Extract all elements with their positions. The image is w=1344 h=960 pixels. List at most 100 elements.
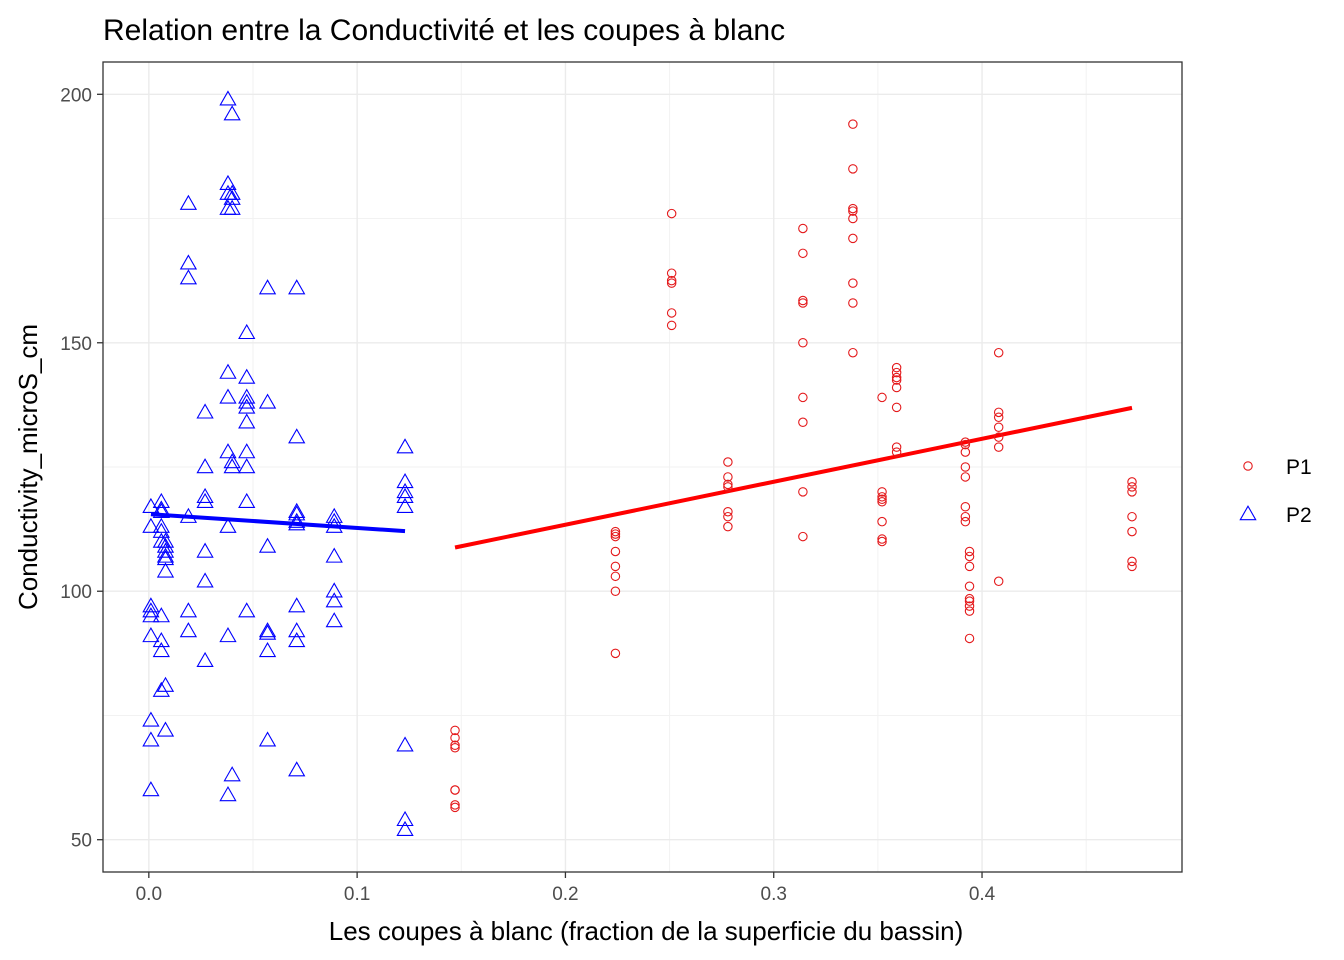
point-P2 [179, 254, 198, 270]
legend-key-P2 [1239, 505, 1257, 521]
point-P1 [666, 320, 677, 331]
point-P2 [156, 532, 175, 548]
legend-key-P1 [1243, 461, 1253, 471]
point-P1 [798, 295, 808, 306]
point-P2 [156, 547, 175, 563]
point-P1 [993, 442, 1004, 452]
point-P2 [179, 602, 198, 618]
point-P1 [848, 119, 858, 129]
point-P2 [288, 512, 306, 528]
point-P1 [848, 213, 858, 224]
point-P1 [993, 412, 1004, 423]
point-P1 [960, 516, 971, 527]
point-P2 [238, 492, 256, 509]
point-P2 [258, 537, 277, 553]
point-P1 [964, 596, 975, 606]
point-P1 [960, 511, 971, 522]
point-P2 [152, 522, 170, 538]
point-P1 [1127, 556, 1137, 567]
point-P2 [219, 388, 237, 404]
point-P2 [238, 388, 256, 404]
point-P1 [891, 362, 902, 373]
point-P2 [325, 517, 343, 533]
point-P2 [258, 641, 277, 658]
point-P2 [223, 105, 241, 121]
point-P1 [798, 392, 808, 403]
point-P2 [219, 443, 237, 459]
point-P1 [450, 800, 460, 810]
point-P1 [877, 494, 887, 505]
point-P1 [1127, 477, 1137, 487]
point-P1 [610, 546, 621, 557]
point-P1 [450, 740, 460, 751]
point-P1 [450, 733, 460, 743]
point-P1 [450, 725, 460, 736]
x-tick-label: 0.1 [344, 884, 370, 905]
point-P2 [325, 512, 343, 528]
point-P2 [223, 199, 241, 215]
point-P2 [288, 632, 306, 648]
point-P2 [258, 622, 277, 638]
point-P1 [960, 437, 971, 447]
point-P2 [396, 736, 414, 752]
point-P2 [325, 507, 343, 523]
point-P2 [288, 428, 306, 444]
point-P1 [610, 648, 621, 659]
point-P1 [891, 372, 902, 383]
point-P1 [1127, 561, 1137, 572]
point-P2 [156, 550, 175, 566]
point-P1 [666, 278, 677, 288]
point-P2 [179, 622, 198, 638]
point-P1 [798, 531, 808, 542]
point-P1 [666, 275, 677, 286]
point-P2 [196, 403, 214, 419]
point-P2 [142, 602, 160, 618]
point-P1 [798, 298, 808, 308]
point-P2 [258, 624, 277, 640]
point-P1 [877, 536, 887, 547]
point-P2 [258, 393, 277, 409]
x-tick-label: 0.2 [552, 884, 578, 905]
x-axis-title: Les coupes à blanc (fraction de la super… [329, 916, 963, 946]
trend-line-P1 [454, 405, 1133, 550]
point-P2 [238, 443, 256, 459]
point-P1 [877, 516, 887, 527]
point-P2 [396, 487, 414, 504]
point-P1 [723, 472, 733, 482]
point-P1 [964, 606, 975, 616]
point-P2 [325, 612, 343, 628]
x-tick-label: 0.3 [761, 884, 787, 905]
point-P1 [610, 526, 621, 537]
point-P1 [798, 417, 808, 428]
x-tick-label: 0.0 [136, 884, 162, 905]
point-P1 [891, 447, 902, 457]
point-P1 [891, 375, 902, 385]
point-P2 [288, 622, 306, 638]
point-P1 [723, 506, 733, 517]
point-P2 [238, 458, 256, 474]
point-P1 [993, 407, 1004, 418]
x-tick-label: 0.4 [969, 884, 996, 905]
point-P2 [238, 398, 256, 414]
point-P1 [964, 601, 975, 611]
point-P2 [238, 323, 256, 340]
point-P1 [1127, 487, 1137, 497]
point-P2 [288, 761, 306, 777]
point-P2 [152, 641, 170, 658]
point-P1 [848, 203, 858, 214]
point-P1 [960, 462, 971, 472]
point-P2 [219, 174, 237, 190]
point-P2 [288, 597, 306, 613]
point-P1 [450, 785, 460, 795]
point-P1 [798, 487, 808, 497]
point-P2 [196, 492, 214, 509]
point-P2 [288, 505, 306, 521]
axes: 0.0 0.1 0.2 0.3 0.4 50 100 150 200 [60, 85, 995, 905]
point-P1 [960, 439, 971, 450]
point-P2 [396, 438, 414, 454]
point-P1 [964, 633, 975, 644]
point-P2 [196, 651, 214, 668]
point-P1 [877, 534, 887, 544]
